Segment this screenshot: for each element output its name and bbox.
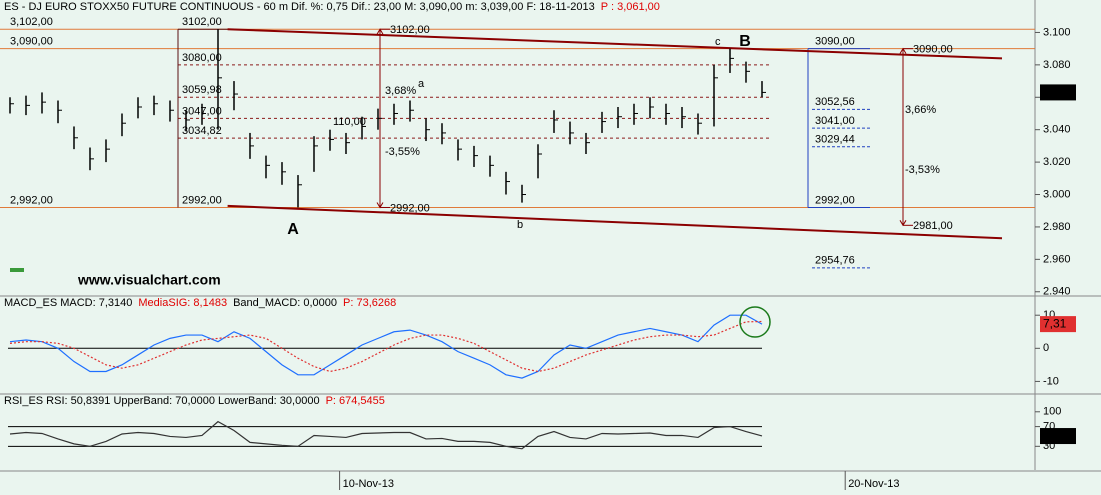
annotation: a [418,78,425,90]
y-tick-label: 3.020 [1043,156,1071,168]
measure-label: 2981,00 [913,220,953,232]
measure-label: 3090,00 [913,44,953,56]
level-label: 3,102,00 [10,16,53,28]
level-label: 2992,00 [815,194,855,206]
series-line [9,420,763,450]
y-tick-label: 3.100 [1043,26,1071,38]
y-tick-label: 2.940 [1043,286,1071,298]
annotation: 3,68% [385,85,416,97]
y-tick-label: 3.000 [1043,188,1071,200]
annotation: 3,66% [905,104,936,116]
last-value-box [1040,428,1076,445]
header-part: ES - DJ EURO STOXX50 FUTURE CONTINUOUS -… [4,1,595,13]
level-label: 3034,82 [182,125,222,137]
level-label: 3052,56 [815,96,855,108]
level-label: 2992,00 [182,194,222,206]
level-label: 2954,76 [815,255,855,267]
header-part: P: 674,5455 [326,395,385,407]
trend-line [227,204,1003,240]
annotation: A [287,221,299,238]
level-label: 3059,98 [182,84,222,96]
trend-line [227,28,1003,60]
last-value-box [1040,84,1076,101]
x-tick-label: 20-Nov-13 [848,478,899,490]
annotation: -3,55% [385,146,420,158]
y-tick-label: 2.980 [1043,221,1071,233]
last-value-box [1040,316,1076,333]
x-tick-label: 10-Nov-13 [343,478,394,490]
y-tick-label: 100 [1043,406,1061,418]
watermark: www.visualchart.com [77,272,221,288]
annotation: 110,00 [333,116,366,128]
level-label: 3041,00 [815,115,855,127]
last-value-label: 50,84 [1043,428,1073,442]
highlight-circle [739,306,771,338]
annotation: -3,53% [905,164,940,176]
header-part: P : 3,061,00 [601,1,660,13]
y-tick-label: 0 [1043,342,1049,354]
annotation: c [715,36,721,48]
measure-label: 2992,00 [390,202,430,214]
level-label: 3,090,00 [10,36,53,48]
y-tick-label: 3.080 [1043,59,1071,71]
y-tick-label: 2.960 [1043,253,1071,265]
last-value-label: 3.063 [1043,85,1073,99]
header-part: P: 73,6268 [343,297,396,309]
panel-header: ES - DJ EURO STOXX50 FUTURE CONTINUOUS -… [4,1,660,13]
header-part: MediaSIG: 8,1483 [138,297,227,309]
last-value-label: 7,31 [1043,316,1067,330]
level-label: 3090,00 [815,36,855,48]
panel-header: MACD_ES MACD: 7,3140 MediaSIG: 8,1483 Band… [4,297,396,309]
series-line [9,314,763,379]
legend-chip [10,268,24,272]
annotation: B [739,33,751,50]
level-label: 3080,00 [182,52,222,64]
level-label: 3102,00 [182,16,222,28]
measure-label: 3102,00 [390,24,430,36]
level-label: 3029,44 [815,134,855,146]
series-line [9,320,763,373]
panel-header: RSI_ES RSI: 50,8391 UpperBand: 70,0000 L… [4,395,385,407]
header-part: Band_MACD: 0,0000 [233,297,337,309]
header-part: RSI_ES RSI: 50,8391 UpperBand: 70,0000 L… [4,395,320,407]
y-tick-label: 3.040 [1043,124,1071,136]
level-label: 2,992,00 [10,194,53,206]
header-part: MACD_ES MACD: 7,3140 [4,297,132,309]
y-tick-label: -10 [1043,375,1059,387]
annotation: b [517,219,523,231]
